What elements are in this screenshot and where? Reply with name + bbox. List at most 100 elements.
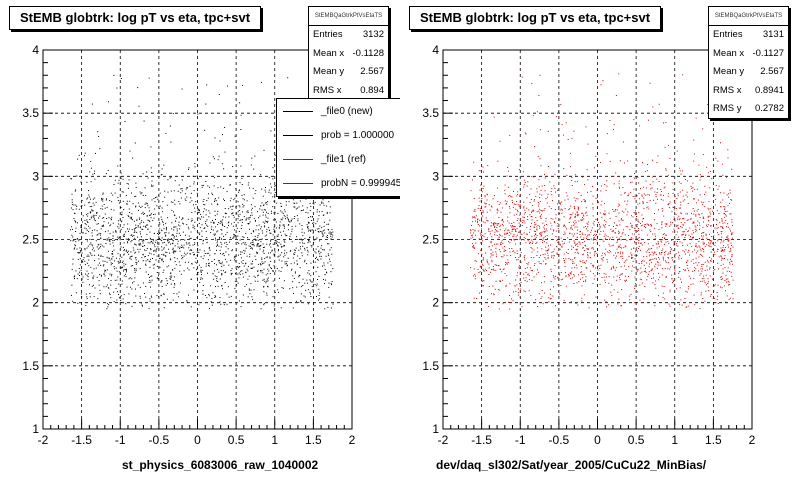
- scatter-point: [286, 214, 288, 216]
- scatter-point: [592, 185, 593, 187]
- scatter-point: [271, 268, 272, 270]
- scatter-point: [606, 251, 608, 253]
- scatter-point: [593, 242, 595, 244]
- scatter-point: [313, 267, 315, 269]
- scatter-point: [722, 163, 724, 165]
- scatter-point: [732, 298, 734, 300]
- scatter-point: [199, 249, 201, 251]
- scatter-point: [314, 284, 316, 286]
- stats-label: RMS x: [713, 84, 742, 96]
- scatter-point: [587, 249, 589, 250]
- scatter-point: [663, 182, 665, 184]
- scatter-point: [693, 294, 695, 296]
- scatter-point: [680, 278, 682, 280]
- scatter-point: [701, 280, 703, 282]
- scatter-point: [75, 292, 77, 294]
- scatter-point: [75, 208, 77, 210]
- scatter-point: [516, 250, 518, 252]
- scatter-point: [687, 219, 689, 221]
- scatter-point: [648, 208, 650, 210]
- x-tick-label: -1.5: [71, 433, 92, 447]
- scatter-point: [330, 271, 332, 273]
- scatter-point: [521, 76, 523, 78]
- scatter-point: [172, 239, 173, 241]
- scatter-point: [135, 268, 137, 270]
- scatter-point: [530, 225, 532, 227]
- scatter-point: [218, 155, 220, 157]
- scatter-point: [613, 239, 615, 241]
- scatter-point: [614, 232, 616, 233]
- scatter-point: [142, 253, 144, 255]
- scatter-point: [112, 238, 114, 239]
- scatter-point: [516, 234, 518, 236]
- scatter-point: [699, 224, 701, 226]
- scatter-point: [240, 253, 242, 255]
- scatter-point: [617, 291, 619, 293]
- scatter-point: [557, 277, 559, 279]
- scatter-point: [185, 188, 187, 190]
- scatter-point: [316, 283, 318, 285]
- scatter-point: [567, 139, 569, 140]
- scatter-point: [307, 272, 309, 274]
- scatter-point: [195, 257, 197, 259]
- scatter-point: [502, 221, 504, 223]
- scatter-point: [537, 225, 539, 226]
- scatter-point: [479, 249, 481, 251]
- scatter-point: [269, 244, 270, 246]
- scatter-point: [652, 106, 654, 108]
- scatter-point: [111, 253, 113, 255]
- scatter-point: [616, 241, 618, 243]
- scatter-point: [496, 264, 497, 266]
- scatter-point: [232, 237, 234, 239]
- scatter-point: [603, 225, 605, 227]
- scatter-point: [155, 197, 156, 198]
- scatter-point: [260, 271, 262, 273]
- scatter-point: [139, 218, 140, 220]
- scatter-point: [498, 265, 500, 267]
- scatter-point: [494, 234, 496, 236]
- scatter-point: [115, 267, 117, 269]
- scatter-point: [643, 193, 645, 195]
- scatter-point: [638, 233, 640, 235]
- scatter-point: [319, 225, 321, 227]
- scatter-point: [94, 220, 96, 222]
- scatter-point: [141, 257, 143, 259]
- scatter-point: [637, 268, 639, 270]
- scatter-point: [682, 223, 684, 225]
- scatter-point: [664, 254, 666, 256]
- scatter-point: [565, 285, 567, 287]
- scatter-point: [221, 221, 223, 223]
- scatter-point: [197, 245, 199, 247]
- scatter-point: [583, 226, 585, 228]
- scatter-point: [251, 247, 253, 249]
- scatter-point: [509, 283, 511, 285]
- scatter-point: [728, 284, 729, 286]
- scatter-point: [150, 286, 151, 288]
- scatter-point: [473, 246, 475, 248]
- scatter-point: [630, 181, 632, 183]
- scatter-point: [156, 272, 158, 273]
- scatter-point: [310, 229, 312, 231]
- scatter-point: [264, 246, 266, 248]
- scatter-point: [693, 198, 694, 200]
- scatter-point: [638, 212, 640, 214]
- scatter-point: [299, 239, 301, 240]
- scatter-point: [94, 173, 95, 174]
- scatter-point: [328, 201, 330, 203]
- scatter-point: [496, 208, 498, 210]
- scatter-point: [657, 188, 658, 190]
- scatter-point: [130, 265, 132, 267]
- scatter-point: [132, 282, 133, 284]
- scatter-point: [149, 242, 151, 244]
- scatter-point: [534, 238, 536, 240]
- scatter-point: [237, 218, 239, 220]
- scatter-point: [210, 221, 212, 223]
- scatter-point: [604, 226, 606, 228]
- scatter-point: [583, 199, 585, 200]
- scatter-point: [577, 215, 579, 217]
- scatter-point: [535, 238, 537, 240]
- scatter-point: [89, 243, 91, 245]
- legend-item-probn: probN = 0.999945: [277, 171, 400, 195]
- scatter-point: [234, 229, 235, 231]
- scatter-point: [473, 198, 475, 199]
